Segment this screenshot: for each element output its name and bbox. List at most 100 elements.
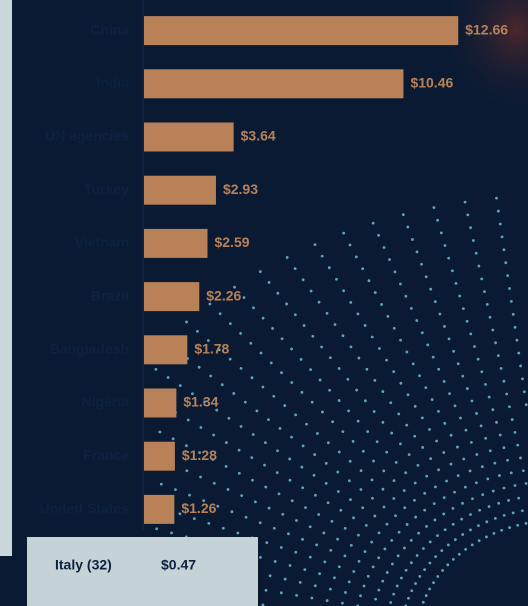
- dot: [469, 226, 473, 230]
- dot: [324, 481, 328, 485]
- dot: [468, 469, 472, 473]
- dot: [516, 523, 520, 527]
- dot: [423, 568, 427, 571]
- dot: [199, 475, 202, 479]
- dot: [335, 277, 338, 281]
- dot: [454, 281, 458, 285]
- dot: [357, 533, 360, 537]
- dot: [474, 251, 478, 255]
- dot: [233, 285, 236, 289]
- dot: [188, 493, 191, 497]
- dot: [423, 491, 427, 495]
- dot: [243, 400, 247, 404]
- dot: [491, 408, 495, 412]
- dot: [450, 269, 454, 273]
- dot: [288, 457, 292, 461]
- dot: [510, 418, 514, 421]
- dot: [255, 409, 259, 413]
- dot: [273, 560, 277, 563]
- dot: [432, 206, 436, 209]
- dot: [392, 497, 396, 500]
- dot: [261, 385, 265, 389]
- dot: [465, 319, 469, 323]
- dot: [491, 328, 495, 332]
- dot: [420, 416, 424, 420]
- dot: [278, 426, 282, 430]
- dot: [155, 527, 159, 531]
- side-panel: [0, 0, 12, 556]
- dot: [227, 416, 231, 420]
- dot: [382, 505, 386, 509]
- dot: [339, 508, 343, 512]
- dot: [283, 577, 287, 581]
- dot: [390, 539, 394, 542]
- dot: [389, 601, 393, 604]
- dot: [461, 533, 465, 536]
- dot: [425, 524, 428, 528]
- dot: [251, 478, 254, 482]
- dot: [409, 306, 413, 310]
- dot: [524, 521, 528, 525]
- dot: [377, 531, 381, 535]
- dot: [224, 464, 228, 468]
- dot: [326, 501, 330, 505]
- dot: [448, 392, 451, 396]
- dot: [315, 543, 319, 547]
- dot: [521, 377, 524, 381]
- dot: [298, 581, 302, 584]
- dot: [290, 499, 294, 503]
- dot: [269, 361, 273, 365]
- dot: [471, 239, 475, 242]
- dot: [441, 569, 444, 572]
- dot: [367, 279, 371, 283]
- dot: [380, 303, 383, 306]
- dot: [203, 400, 206, 404]
- dot: [249, 341, 253, 345]
- dot: [506, 458, 509, 462]
- dot: [436, 218, 440, 222]
- dot: [396, 554, 400, 558]
- dot: [497, 501, 501, 505]
- dot: [415, 250, 419, 254]
- dot: [456, 362, 460, 366]
- dot: [424, 594, 428, 597]
- dot: [361, 506, 365, 510]
- dot: [381, 390, 385, 393]
- dot: [451, 522, 455, 526]
- dot: [422, 547, 425, 550]
- dot: [451, 557, 455, 561]
- dot: [515, 338, 519, 342]
- dot: [434, 485, 437, 489]
- dot: [348, 243, 352, 247]
- dot: [469, 513, 472, 516]
- dot: [293, 267, 297, 271]
- dot: [295, 519, 298, 522]
- dot: [416, 463, 420, 467]
- dot: [426, 343, 430, 347]
- dot: [487, 395, 491, 399]
- value-label: $2.26: [206, 287, 241, 303]
- dot: [304, 506, 307, 510]
- dot: [406, 225, 410, 229]
- dot: [500, 235, 504, 239]
- dot: [479, 424, 483, 428]
- dot: [399, 338, 402, 342]
- dot: [411, 238, 414, 241]
- dot: [406, 393, 410, 397]
- dot: [347, 409, 351, 413]
- dot: [513, 430, 517, 434]
- dot: [505, 392, 509, 396]
- dot: [263, 463, 266, 467]
- dot: [301, 444, 305, 448]
- dot: [325, 599, 329, 602]
- dot: [399, 381, 403, 385]
- dot: [388, 258, 391, 262]
- dot: [377, 588, 381, 592]
- dot: [453, 538, 457, 541]
- highlight-value: $0.47: [161, 557, 196, 573]
- dot: [251, 433, 255, 436]
- dot: [313, 493, 317, 497]
- dot: [429, 287, 433, 291]
- dot: [301, 486, 305, 490]
